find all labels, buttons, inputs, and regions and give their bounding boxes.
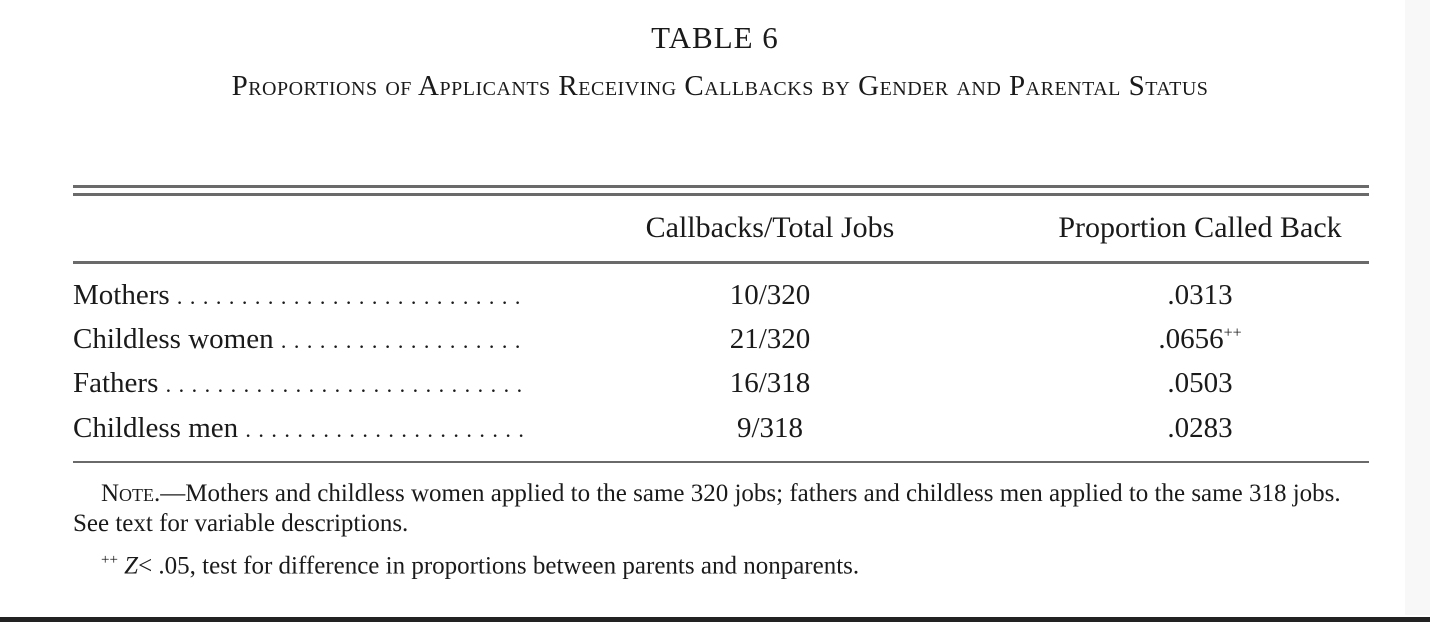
- table-cell-proportion: .0656++: [1158, 323, 1242, 355]
- table-cell-callbacks: 9/318: [736, 412, 804, 444]
- table-note: Note.—Mothers and childless women applie…: [73, 479, 1373, 539]
- column-header-proportion: Proportion Called Back: [1058, 211, 1342, 244]
- note-label: Note.: [101, 480, 161, 507]
- table-subtitle: Proportions of Applicants Receiving Call…: [231, 70, 1209, 102]
- bottom-rule: [73, 461, 1369, 463]
- table-row-label: Childless women . . . . . . . . . . . . …: [73, 323, 523, 355]
- table-title: TABLE 6: [651, 20, 779, 55]
- table-row-label: Mothers . . . . . . . . . . . . . . . . …: [73, 279, 523, 311]
- column-header-callbacks: Callbacks/Total Jobs: [645, 211, 895, 244]
- top-rule-2: [73, 193, 1369, 196]
- table-cell-proportion: .0313: [1167, 279, 1233, 311]
- table-cell-callbacks: 21/320: [729, 323, 811, 355]
- table-row-label: Fathers . . . . . . . . . . . . . . . . …: [73, 367, 523, 399]
- footnote-text: < .05, test for difference in proportion…: [138, 552, 860, 580]
- table-footnote: ++ Z< .05, test for difference in propor…: [101, 545, 1401, 581]
- table-cell-callbacks: 16/318: [729, 367, 811, 399]
- page-edge: [1405, 0, 1430, 615]
- table-cell-proportion: .0503: [1167, 367, 1233, 399]
- top-rule-1: [73, 185, 1369, 188]
- significance-mark: ++: [1223, 324, 1242, 342]
- footnote-mark: ++: [101, 552, 118, 568]
- page-bottom-border: [0, 617, 1430, 622]
- table-cell-proportion: .0283: [1167, 412, 1233, 444]
- table-row-label: Childless men . . . . . . . . . . . . . …: [73, 412, 523, 444]
- note-text: —Mothers and childless women applied to …: [73, 480, 1341, 537]
- footnote-variable: Z: [124, 552, 139, 580]
- header-rule: [73, 261, 1369, 264]
- table-cell-callbacks: 10/320: [729, 279, 811, 311]
